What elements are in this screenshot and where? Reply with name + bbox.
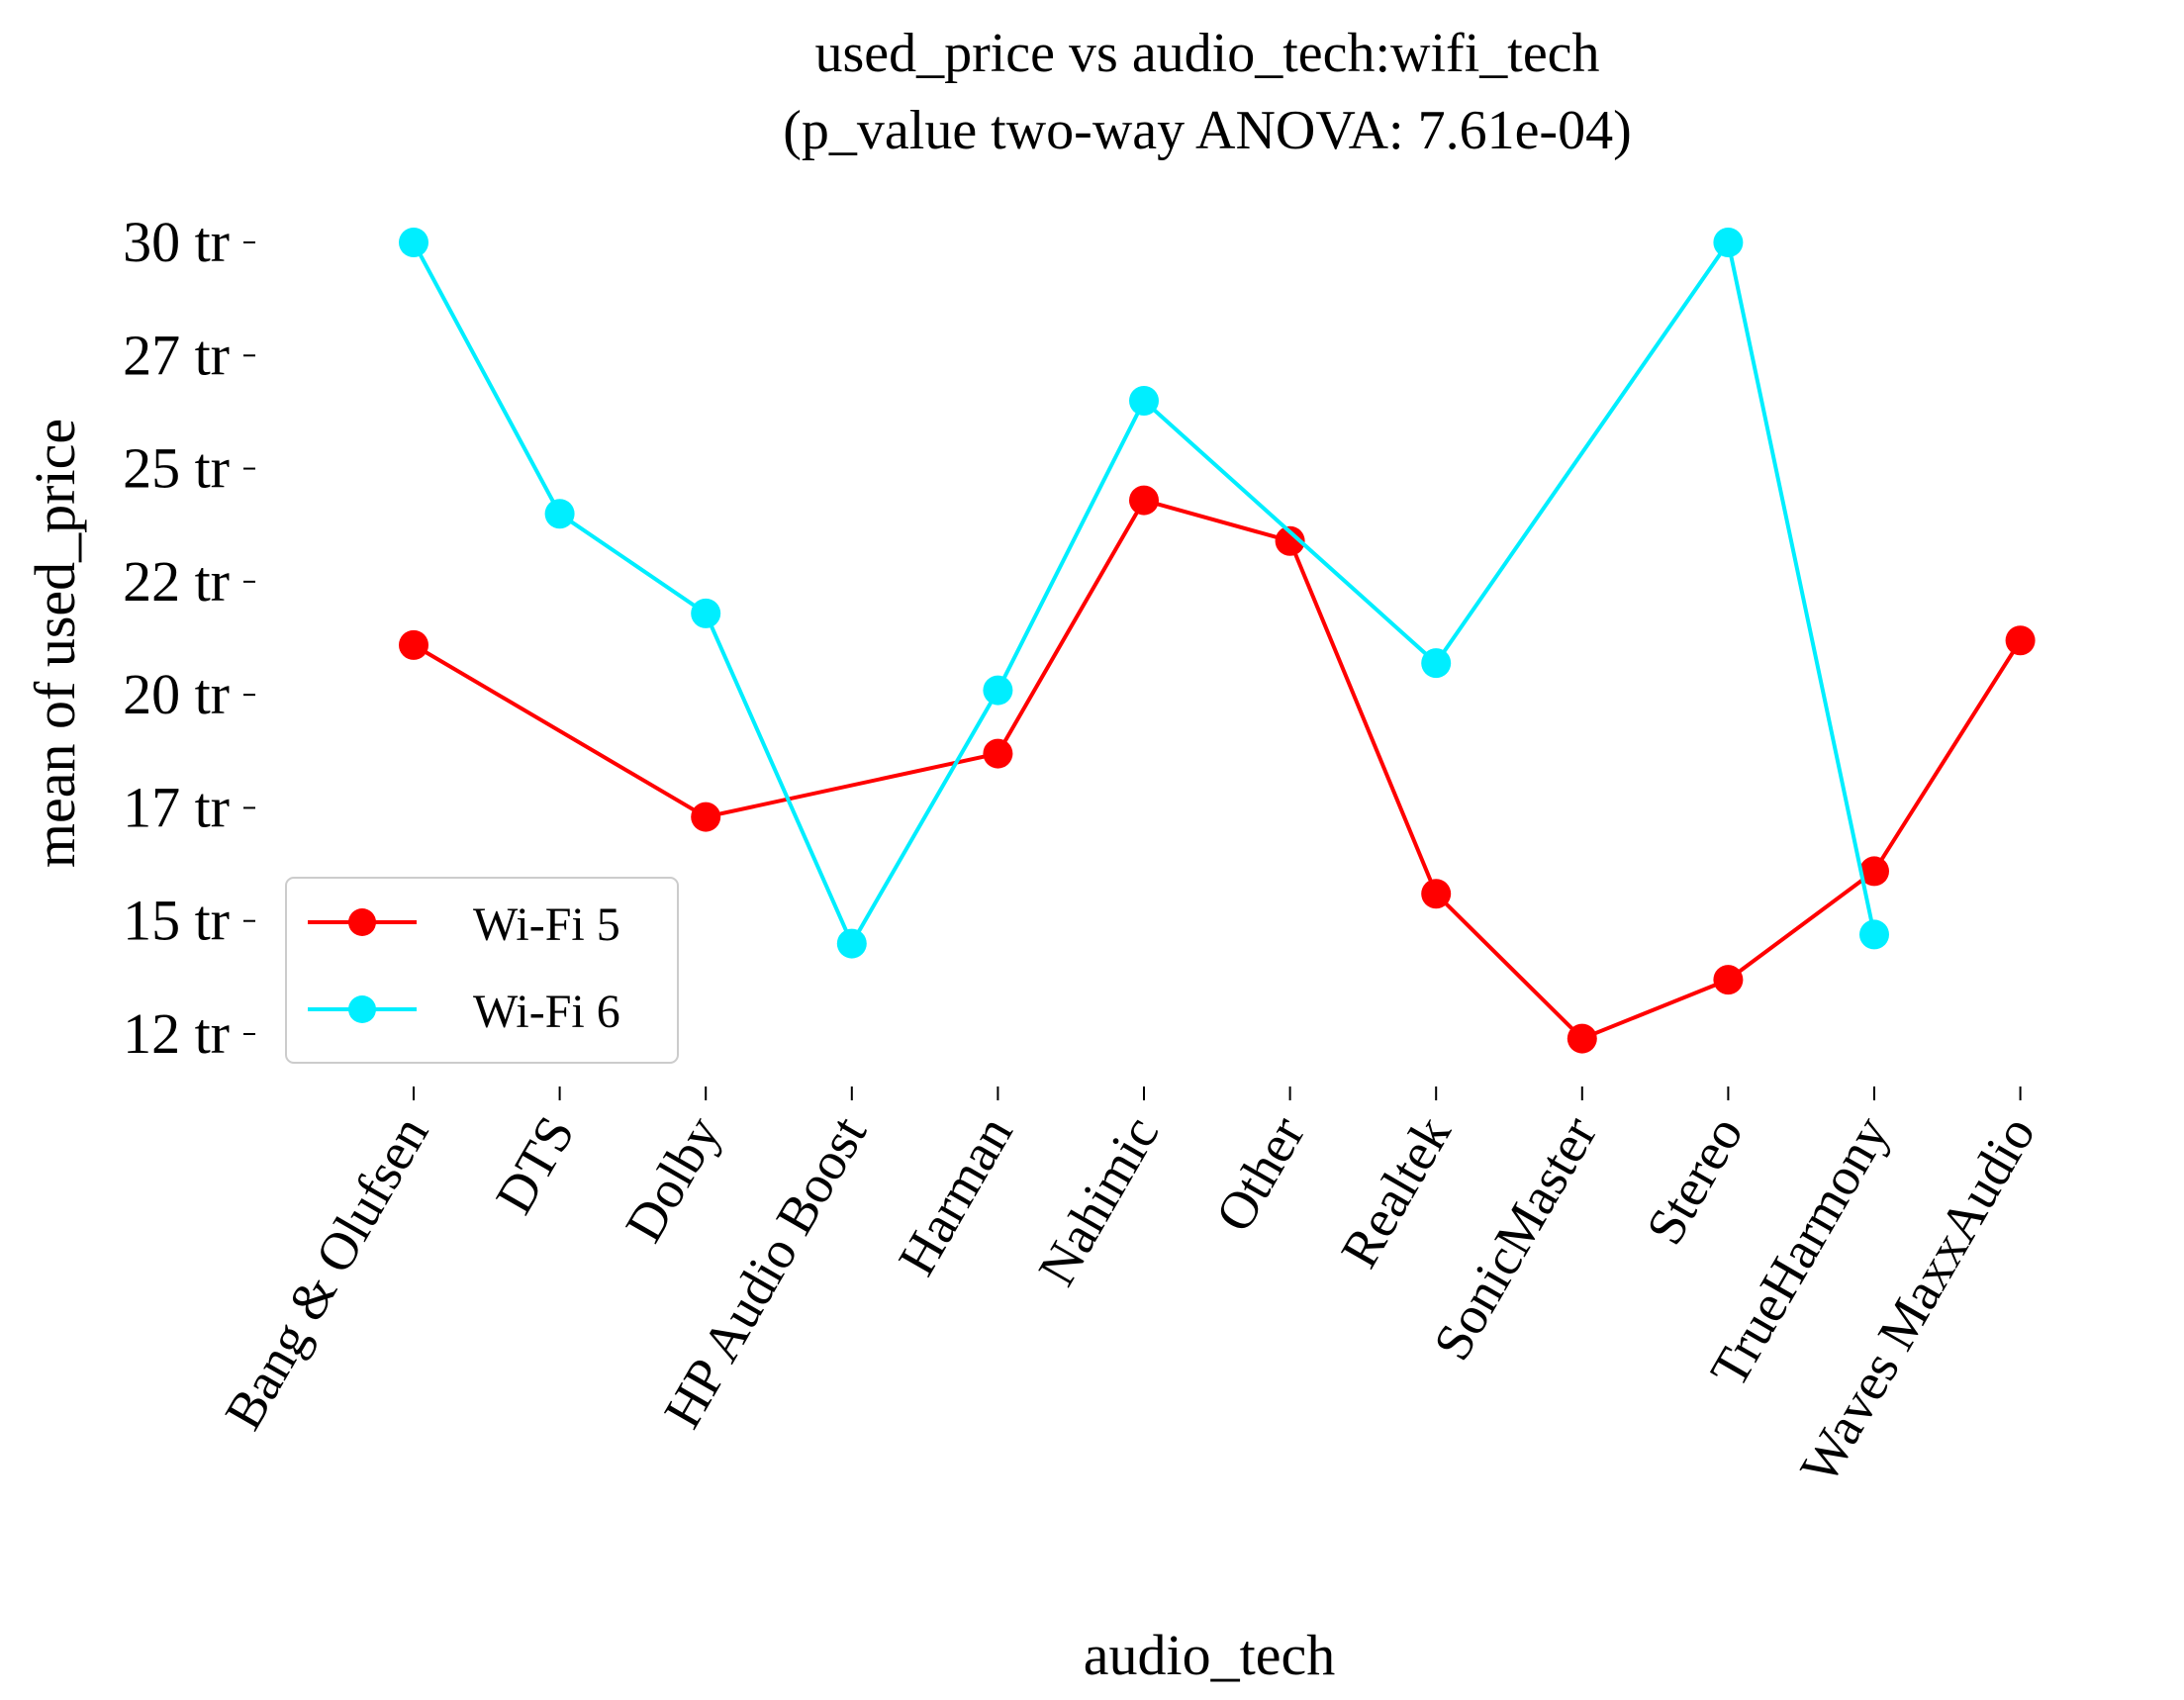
series-line-wi-fi-6 bbox=[412, 240, 1876, 946]
y-tick-label: 17 tr bbox=[123, 775, 230, 839]
y-tick-label: 22 tr bbox=[123, 549, 230, 614]
x-tick-label: Realtek bbox=[1329, 1106, 1462, 1277]
data-point-wi-fi-6 bbox=[1421, 648, 1452, 679]
legend-marker-wifi-5 bbox=[348, 908, 376, 936]
data-point-wi-fi-6 bbox=[1713, 228, 1744, 257]
data-point-wi-fi-5 bbox=[1713, 965, 1744, 995]
x-tick-label: Nahimic bbox=[1026, 1106, 1170, 1295]
y-tick-label: 12 tr bbox=[123, 1001, 230, 1066]
x-tick-label: Stereo bbox=[1635, 1106, 1755, 1254]
series-line-wi-fi-5 bbox=[412, 498, 2023, 1041]
x-axis-label: audio_tech bbox=[1084, 1623, 1335, 1687]
x-tick-label: Other bbox=[1204, 1106, 1316, 1241]
x-tick-label: DTS bbox=[484, 1106, 586, 1223]
data-point-wi-fi-5 bbox=[983, 738, 1013, 769]
data-point-wi-fi-6 bbox=[544, 499, 575, 529]
y-tick-label: 20 tr bbox=[123, 662, 230, 726]
data-point-wi-fi-6 bbox=[399, 228, 428, 257]
y-tick-label: 30 tr bbox=[123, 210, 230, 274]
legend: Wi-Fi 5 Wi-Fi 6 bbox=[285, 877, 679, 1064]
legend-label-wifi-5: Wi-Fi 5 bbox=[473, 898, 620, 951]
data-point-wi-fi-5 bbox=[1567, 1023, 1597, 1054]
y-tick-label: 25 tr bbox=[123, 436, 230, 501]
y-tick-label: 15 tr bbox=[123, 889, 230, 953]
data-point-wi-fi-5 bbox=[1859, 856, 1889, 887]
legend-marker-wifi-6 bbox=[348, 995, 376, 1023]
data-point-wi-fi-6 bbox=[836, 928, 867, 959]
data-point-wi-fi-6 bbox=[691, 598, 721, 628]
plot-area bbox=[399, 228, 2036, 1054]
chart-title: used_price vs audio_tech:wifi_tech bbox=[814, 23, 1599, 84]
x-tick-label: Harman bbox=[887, 1106, 1024, 1285]
legend-label-wifi-6: Wi-Fi 6 bbox=[473, 986, 620, 1038]
data-point-wi-fi-6 bbox=[1859, 919, 1889, 950]
data-point-wi-fi-5 bbox=[1275, 525, 1305, 556]
data-point-wi-fi-5 bbox=[399, 629, 428, 660]
data-point-wi-fi-6 bbox=[983, 675, 1013, 706]
x-tick-label: Bang & Olufsen bbox=[213, 1106, 439, 1440]
data-point-wi-fi-5 bbox=[2005, 625, 2036, 656]
data-point-wi-fi-5 bbox=[1421, 879, 1452, 909]
y-axis: 12 tr 15 tr 17 tr 20 tr 22 tr 25 tr 27 tr 30 tr bbox=[123, 210, 255, 1066]
data-point-wi-fi-5 bbox=[1129, 485, 1159, 516]
chart-subtitle: (p_value two-way ANOVA: 7.61e-04) bbox=[783, 100, 1631, 161]
x-tick-label: Dolby bbox=[614, 1106, 731, 1252]
y-tick-label: 27 tr bbox=[123, 323, 230, 387]
y-axis-label: mean of used_price bbox=[23, 419, 87, 868]
data-point-wi-fi-5 bbox=[691, 802, 721, 832]
data-point-wi-fi-6 bbox=[1129, 386, 1159, 416]
